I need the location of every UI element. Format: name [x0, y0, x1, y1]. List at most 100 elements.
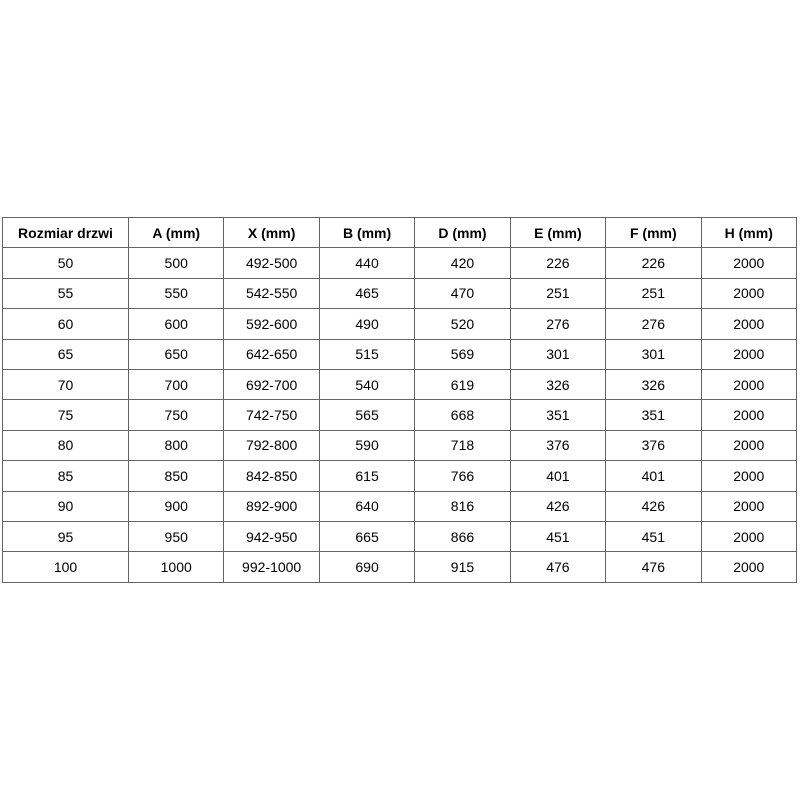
table-cell: 326 — [509, 368, 607, 401]
table-cell: 850 — [127, 460, 225, 492]
table-cell: 640 — [318, 490, 416, 522]
table-cell: 351 — [605, 399, 702, 431]
table-cell: 2000 — [700, 338, 798, 370]
table-cell: 892-900 — [223, 490, 320, 522]
table-cell: 650 — [127, 338, 225, 370]
table-cell: 226 — [605, 247, 702, 279]
table-cell: 540 — [318, 368, 416, 401]
table-cell: 470 — [414, 277, 511, 310]
table-cell: 515 — [318, 338, 416, 370]
table-cell: 2000 — [700, 551, 798, 583]
table-cell: 80 — [2, 429, 129, 462]
table-row: 80 800 792-800 590 718 376 376 2000 — [2, 429, 798, 462]
table-cell: 451 — [509, 520, 607, 553]
table-row: 75 750 742-750 565 668 351 351 2000 — [2, 399, 798, 431]
table-cell: 842-850 — [223, 460, 320, 492]
table-cell: 251 — [509, 277, 607, 310]
table-head: Rozmiar drzwi A (mm) X (mm) B (mm) D (mm… — [2, 216, 798, 249]
column-header-e-mm: E (mm) — [509, 216, 607, 249]
column-header-x-mm: X (mm) — [223, 216, 320, 249]
table-row: 95 950 942-950 665 866 451 451 2000 — [2, 520, 798, 553]
table-cell: 226 — [509, 247, 607, 279]
table-cell: 690 — [318, 551, 416, 583]
column-header-f-mm: F (mm) — [605, 216, 702, 249]
table-cell: 590 — [318, 429, 416, 462]
table-cell: 95 — [2, 520, 129, 553]
table-cell: 376 — [509, 429, 607, 462]
table-cell: 65 — [2, 338, 129, 370]
table-cell: 476 — [605, 551, 702, 583]
table-cell: 465 — [318, 277, 416, 310]
table-cell: 70 — [2, 368, 129, 401]
table-cell: 619 — [414, 368, 511, 401]
table-cell: 2000 — [700, 460, 798, 492]
table-cell: 55 — [2, 277, 129, 310]
table-cell: 550 — [127, 277, 225, 310]
table-cell: 900 — [127, 490, 225, 522]
table-cell: 592-600 — [223, 308, 320, 340]
table-cell: 766 — [414, 460, 511, 492]
table-cell: 665 — [318, 520, 416, 553]
column-header-h-mm: H (mm) — [700, 216, 798, 249]
column-header-b-mm: B (mm) — [318, 216, 416, 249]
table-cell: 401 — [605, 460, 702, 492]
table-cell: 992-1000 — [223, 551, 320, 583]
table-cell: 85 — [2, 460, 129, 492]
column-header-d-mm: D (mm) — [414, 216, 511, 249]
table-cell: 742-750 — [223, 399, 320, 431]
table-cell: 950 — [127, 520, 225, 553]
table-cell: 750 — [127, 399, 225, 431]
table-cell: 492-500 — [223, 247, 320, 279]
table-cell: 476 — [509, 551, 607, 583]
table-cell: 520 — [414, 308, 511, 340]
table-cell: 2000 — [700, 247, 798, 279]
table-cell: 351 — [509, 399, 607, 431]
table-cell: 942-950 — [223, 520, 320, 553]
table-cell: 301 — [605, 338, 702, 370]
table-cell: 2000 — [700, 308, 798, 340]
table-cell: 2000 — [700, 520, 798, 553]
table-cell: 426 — [509, 490, 607, 522]
table-cell: 426 — [605, 490, 702, 522]
table-row: 50 500 492-500 440 420 226 226 2000 — [2, 247, 798, 279]
table-cell: 326 — [605, 368, 702, 401]
table-cell: 276 — [605, 308, 702, 340]
table-cell: 276 — [509, 308, 607, 340]
table-cell: 569 — [414, 338, 511, 370]
table-cell: 1000 — [127, 551, 225, 583]
table-cell: 50 — [2, 247, 129, 279]
table-cell: 642-650 — [223, 338, 320, 370]
table-row: 85 850 842-850 615 766 401 401 2000 — [2, 460, 798, 492]
table-cell: 668 — [414, 399, 511, 431]
table-cell: 500 — [127, 247, 225, 279]
table-cell: 451 — [605, 520, 702, 553]
table-cell: 490 — [318, 308, 416, 340]
table-cell: 2000 — [700, 490, 798, 522]
table-cell: 251 — [605, 277, 702, 310]
table-cell: 915 — [414, 551, 511, 583]
table-cell: 301 — [509, 338, 607, 370]
table-cell: 866 — [414, 520, 511, 553]
table-cell: 420 — [414, 247, 511, 279]
table-cell: 2000 — [700, 429, 798, 462]
table-cell: 2000 — [700, 277, 798, 310]
table-cell: 700 — [127, 368, 225, 401]
table-cell: 542-550 — [223, 277, 320, 310]
table-row: 55 550 542-550 465 470 251 251 2000 — [2, 277, 798, 310]
table-cell: 615 — [318, 460, 416, 492]
table-header-row: Rozmiar drzwi A (mm) X (mm) B (mm) D (mm… — [2, 216, 798, 249]
table-cell: 718 — [414, 429, 511, 462]
table-row: 70 700 692-700 540 619 326 326 2000 — [2, 368, 798, 401]
table-row: 100 1000 992-1000 690 915 476 476 2000 — [2, 551, 798, 583]
table-row: 60 600 592-600 490 520 276 276 2000 — [2, 308, 798, 340]
table-cell: 565 — [318, 399, 416, 431]
table-row: 90 900 892-900 640 816 426 426 2000 — [2, 490, 798, 522]
door-dimensions-table: Rozmiar drzwi A (mm) X (mm) B (mm) D (mm… — [2, 216, 798, 583]
table-cell: 90 — [2, 490, 129, 522]
table-cell: 75 — [2, 399, 129, 431]
table-cell: 792-800 — [223, 429, 320, 462]
column-header-a-mm: A (mm) — [127, 216, 225, 249]
table-cell: 800 — [127, 429, 225, 462]
table-cell: 2000 — [700, 399, 798, 431]
